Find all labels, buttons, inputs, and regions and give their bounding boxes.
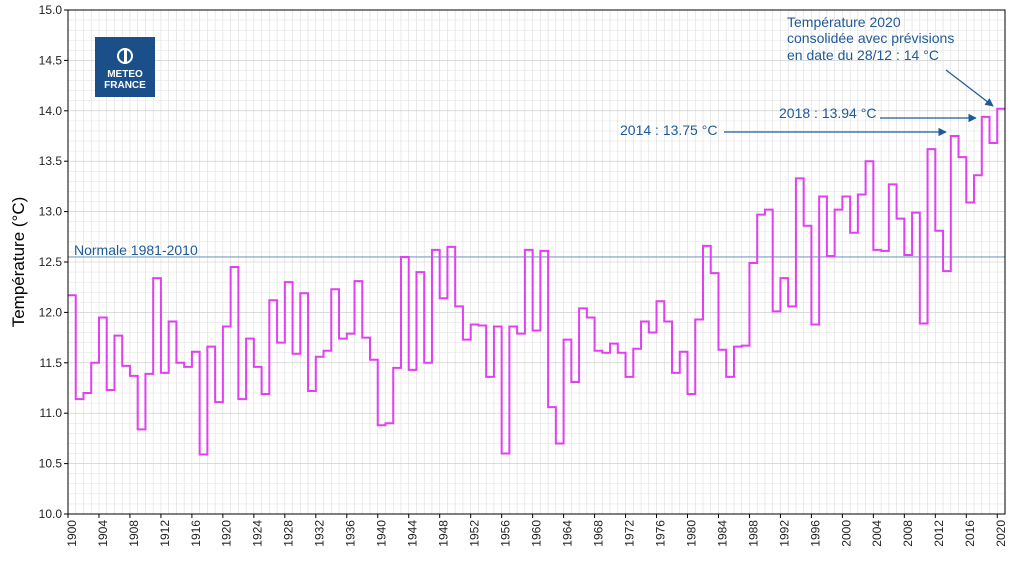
y-tick-label: 15.0: [39, 3, 63, 17]
annotation-2020-arrow: [945, 69, 994, 107]
y-tick-label: 12.5: [39, 255, 63, 269]
x-tick-label: 1904: [96, 520, 110, 547]
annotation-2014: 2014 : 13.75 °C: [620, 122, 947, 138]
annotation-2020-line3: en date du 28/12 : 14 °C: [787, 47, 939, 63]
y-tick-label: 13.5: [39, 154, 63, 168]
series-group: [68, 107, 1005, 456]
annotation-2018: 2018 : 13.94 °C: [779, 105, 977, 123]
y-tick-labels: 10.0 10.5 11.0 11.5 12.0 12.5 13.0 13.5 14.0 14.5…: [39, 3, 68, 521]
x-tick-label: 1952: [468, 520, 482, 547]
annotation-2020: Température 2020 consolidée avec prévisi…: [787, 14, 994, 107]
x-tick-label: 1976: [653, 520, 667, 547]
x-tick-label: 1912: [158, 520, 172, 547]
x-tick-label: 1932: [313, 520, 327, 547]
x-tick-label: 2016: [963, 520, 977, 547]
annotation-2020-line2: consolidée avec prévisions: [787, 30, 954, 46]
y-tick-label: 10.0: [39, 507, 63, 521]
y-tick-label: 13.0: [39, 205, 63, 219]
normal-label: Normale 1981-2010: [74, 242, 198, 258]
meteo-france-logo: METEO FRANCE: [95, 37, 155, 97]
x-tick-labels: 1900 1904 1908 1912 1916 1920 1924 1928 1932 1936…: [65, 514, 1008, 547]
y-tick-label: 11.5: [40, 356, 63, 370]
y-axis-label: Température (°C): [9, 197, 28, 328]
y-tick-label: 11.0: [40, 406, 63, 420]
y-tick-label: 12.0: [39, 305, 63, 319]
x-tick-label: 1956: [499, 520, 513, 547]
x-tick-label: 1900: [65, 520, 79, 547]
y-tick-label: 10.5: [39, 457, 63, 471]
x-tick-label: 1972: [622, 520, 636, 547]
annotation-2018-text: 2018 : 13.94 °C: [779, 105, 876, 121]
x-tick-label: 1924: [251, 520, 265, 547]
x-tick-label: 2020: [994, 520, 1008, 547]
annotation-2020-line1: Température 2020: [787, 14, 901, 30]
x-tick-label: 1968: [591, 520, 605, 547]
annotation-2014-text: 2014 : 13.75 °C: [620, 122, 717, 138]
logo-text-line2: FRANCE: [104, 80, 146, 91]
x-tick-label: 1992: [777, 520, 791, 547]
y-tick-label: 14.0: [39, 104, 63, 118]
x-tick-label: 1980: [684, 520, 698, 547]
x-tick-label: 1908: [127, 520, 141, 547]
x-tick-label: 1920: [220, 520, 234, 547]
x-tick-label: 2012: [932, 520, 946, 547]
x-tick-label: 1944: [406, 520, 420, 547]
x-tick-label: 1936: [344, 520, 358, 547]
y-tick-label: 14.5: [39, 53, 63, 67]
x-tick-label: 1916: [189, 520, 203, 547]
series-line: [68, 107, 1005, 456]
grid-lines: [67, 9, 1006, 515]
x-tick-label: 1948: [437, 520, 451, 547]
x-tick-label: 1940: [375, 520, 389, 547]
x-tick-label: 1960: [530, 520, 544, 547]
logo-background: [95, 37, 155, 97]
logo-emblem-icon: [117, 48, 133, 64]
x-tick-label: 2008: [901, 520, 915, 547]
logo-text-line1: METEO: [107, 69, 143, 80]
x-tick-label: 1928: [282, 520, 296, 547]
x-tick-label: 1964: [560, 520, 574, 547]
x-tick-label: 2000: [839, 520, 853, 547]
x-tick-label: 2004: [870, 520, 884, 547]
x-tick-label: 1988: [746, 520, 760, 547]
logo-emblem-bar-icon: [124, 50, 127, 62]
x-tick-label: 1984: [715, 520, 729, 547]
x-tick-label: 1996: [808, 520, 822, 547]
